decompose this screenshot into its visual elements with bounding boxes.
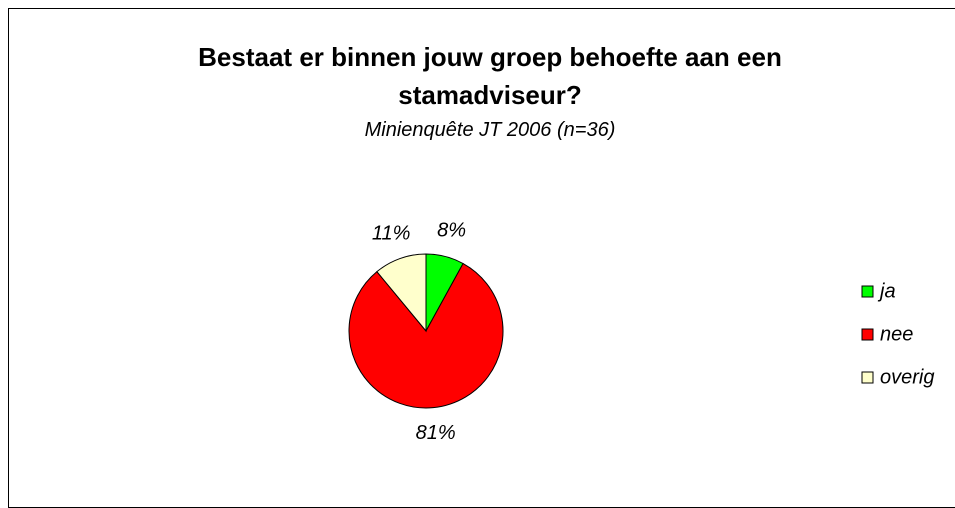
- legend-label: nee: [880, 323, 913, 345]
- legend-swatch: [861, 328, 874, 341]
- pie-slice: [376, 253, 427, 333]
- data-label: 81%: [416, 422, 456, 444]
- legend-swatch: [861, 371, 874, 384]
- data-label: 8%: [437, 220, 466, 242]
- chart: 8% 81% 11% ja nee overig: [348, 220, 934, 444]
- chart-title: Bestaat er binnen jouw groep behoefte aa…: [198, 42, 782, 110]
- legend-label: ja: [877, 280, 896, 302]
- legend-label: overig: [880, 366, 934, 388]
- chart-subtitle: Minienquête JT 2006 (n=36): [364, 119, 616, 141]
- pie-slice: [348, 262, 504, 409]
- data-label: 11%: [372, 222, 411, 244]
- page: Bestaat er binnen jouw groep behoefte aa…: [8, 8, 955, 508]
- legend-swatch: [861, 285, 874, 298]
